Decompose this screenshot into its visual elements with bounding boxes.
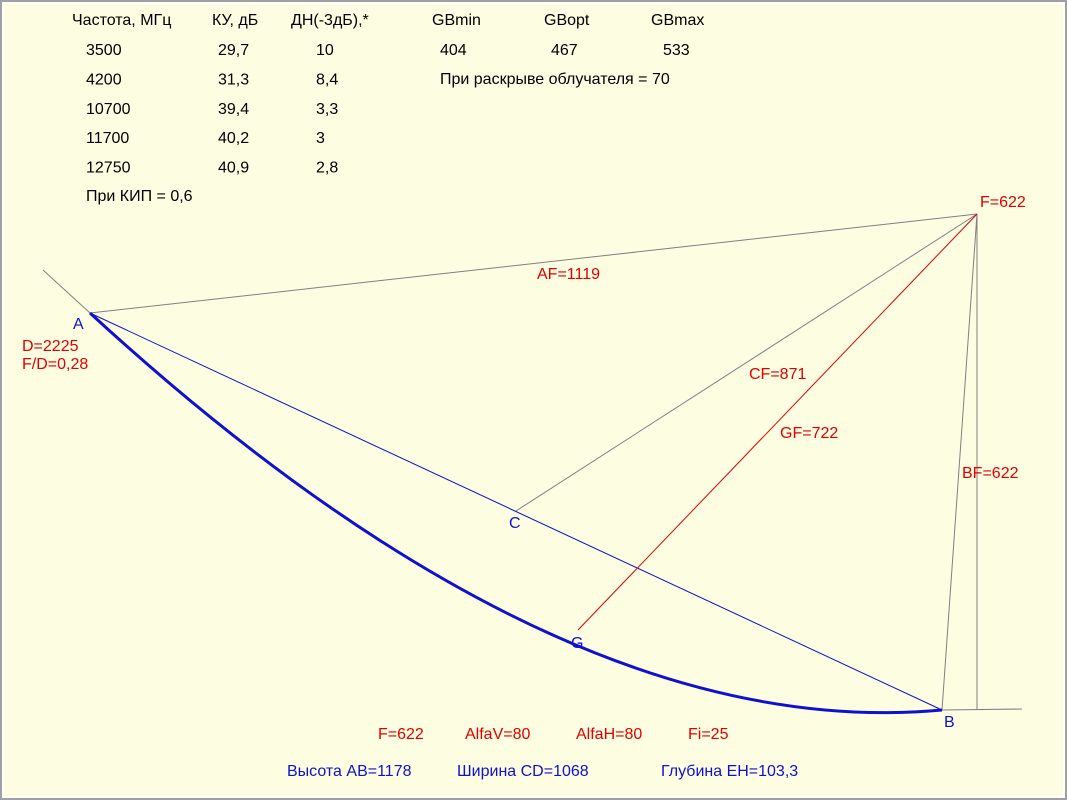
table-cell: 12750 (86, 159, 131, 176)
label-a: A (73, 316, 84, 333)
table-cell: 8,4 (316, 72, 338, 89)
table-cell: 31,3 (218, 72, 249, 89)
table: Частота, МГц КУ, дБ ДН(-3дБ),* GBmin GBo… (72, 12, 704, 205)
header-cell: КУ, дБ (212, 12, 258, 29)
gb-note: При раскрыве облучателя = 70 (440, 71, 670, 88)
header-cell: Частота, МГц (72, 12, 171, 29)
line-bf (941, 213, 978, 711)
gb-value: 533 (663, 42, 690, 59)
size: Высота AB=1178 (287, 763, 412, 780)
label-gf: GF=722 (780, 425, 838, 442)
labels: F=622 AF=1119 A D=2225 F/D=0,28 CF=871 G… (22, 194, 1026, 731)
line-gf (577, 213, 978, 631)
table-cell: 40,2 (218, 130, 249, 147)
reflector-curve (88, 311, 943, 715)
label-cf: CF=871 (749, 366, 806, 383)
table-cell: 3500 (86, 42, 122, 59)
label-bf: BF=622 (962, 465, 1019, 482)
line-ab (89, 312, 943, 711)
header-cell: ДН(-3дБ),* (291, 12, 369, 29)
table-cell: 3 (316, 130, 325, 147)
size: Глубина EH=103,3 (661, 763, 798, 780)
table-cell: 39,4 (218, 101, 249, 118)
curve-extension (42, 269, 91, 314)
table-cell: 10 (316, 42, 334, 59)
header-cell: GBopt (544, 12, 590, 29)
label-focus: F=622 (980, 194, 1026, 211)
param: F=622 (378, 726, 424, 743)
size: Ширина CD=1068 (457, 763, 589, 780)
table-cell: 2,8 (316, 159, 338, 176)
label-g: G (571, 635, 583, 652)
label-fd: F/D=0,28 (22, 356, 88, 373)
parameters: F=622 AlfaV=80 AlfaH=80 Fi=25 Высота AB=… (287, 726, 798, 780)
table-note: При КИП = 0,6 (86, 188, 193, 205)
table-cell: 40,9 (218, 159, 249, 176)
gb-value: 467 (551, 42, 578, 59)
curve-extension (941, 708, 1023, 711)
label-b: B (944, 714, 955, 731)
gb-value: 404 (440, 42, 467, 59)
table-cell: 11700 (86, 130, 129, 147)
line-af (89, 213, 978, 314)
label-c: C (509, 515, 521, 532)
table-cell: 29,7 (218, 42, 249, 59)
label-d: D=2225 (22, 338, 79, 355)
param: Fi=25 (688, 726, 729, 743)
table-cell: 4200 (86, 72, 122, 89)
param: AlfaH=80 (576, 726, 642, 743)
table-cell: 3,3 (316, 101, 338, 118)
param: AlfaV=80 (465, 726, 530, 743)
label-af: AF=1119 (537, 266, 600, 283)
line-cf (515, 213, 978, 512)
header-cell: GBmin (432, 12, 481, 29)
table-cell: 10700 (86, 101, 131, 118)
geometry (42, 213, 1023, 715)
header-cell: GBmax (651, 12, 704, 29)
